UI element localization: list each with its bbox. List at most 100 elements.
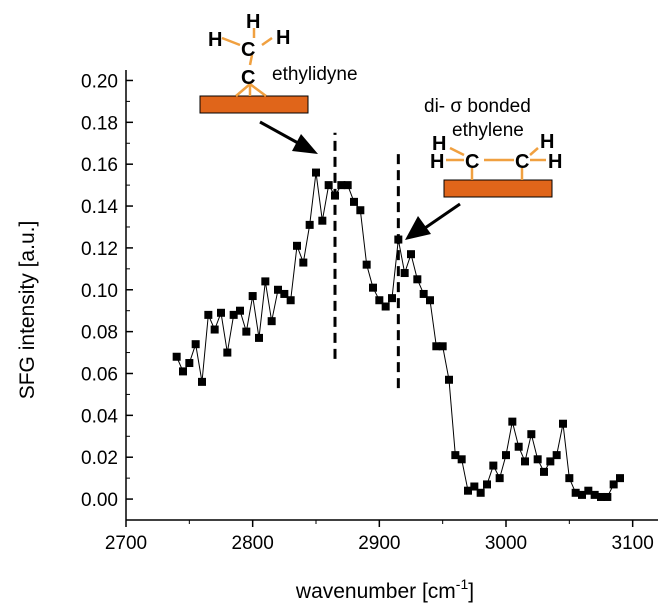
data-point <box>597 492 605 501</box>
y-tick-label: 0.14 <box>81 197 118 218</box>
plot-area: 0.00 0.02 0.04 0.06 0.08 0.10 0.12 0.14 0.16 0.18… <box>81 70 658 554</box>
svg-text:H: H <box>432 133 446 155</box>
svg-text:H: H <box>208 29 222 51</box>
data-point <box>394 235 403 244</box>
data-point <box>299 258 308 267</box>
x-axis-ticks: 2700 2800 2900 3000 3100 <box>105 520 654 554</box>
data-point <box>350 197 358 206</box>
data-point <box>559 419 567 428</box>
svg-text:C: C <box>515 151 529 173</box>
data-point <box>223 348 232 357</box>
data-point <box>413 275 422 284</box>
data-point <box>286 296 295 305</box>
data-point <box>502 451 510 460</box>
x-tick-label: 3000 <box>485 533 527 554</box>
annotation-ethylidyne: ethylidyne <box>272 64 358 85</box>
x-tick-label: 2900 <box>358 533 400 554</box>
svg-text:C: C <box>465 151 479 173</box>
y-tick-label: 0.06 <box>81 364 118 385</box>
y-tick-label: 0.12 <box>81 239 118 260</box>
data-point <box>419 289 428 298</box>
data-point <box>616 474 624 483</box>
ethylidyne-diagram: C C H H H ethylidyne <box>199 11 358 154</box>
data-point <box>578 490 586 499</box>
y-tick-label: 0.20 <box>81 71 118 92</box>
data-point <box>293 241 301 250</box>
svg-text:C: C <box>241 67 255 89</box>
data-point <box>489 461 498 470</box>
x-axis-label: wavenumber [cm-1] <box>295 576 474 603</box>
reference-lines <box>333 132 400 389</box>
data-point <box>236 306 244 315</box>
data-point <box>464 486 472 495</box>
data-point <box>324 181 333 190</box>
svg-text:H: H <box>430 151 444 173</box>
arrow-ethylidyne-head <box>292 134 318 154</box>
data-point <box>280 289 289 298</box>
svg-text:C: C <box>241 39 255 61</box>
data-point <box>172 352 181 361</box>
data-point <box>571 488 580 497</box>
data-point <box>210 325 219 334</box>
data-point <box>375 296 384 305</box>
data-point <box>508 417 517 426</box>
data-point <box>533 455 542 464</box>
data-point <box>255 333 263 342</box>
data-point <box>546 457 555 466</box>
y-tick-label: 0.04 <box>81 406 118 427</box>
data-point <box>609 480 618 489</box>
data-point <box>217 308 225 317</box>
x-tick-label: 3100 <box>612 533 654 554</box>
svg-text:H: H <box>246 11 260 33</box>
data-point <box>432 342 441 351</box>
annotation-di-sigma: di- σ bonded <box>424 96 531 117</box>
data-point <box>198 377 206 386</box>
data-point <box>565 474 574 483</box>
data-point <box>274 285 282 294</box>
data-point <box>267 317 276 326</box>
data-point <box>337 181 346 190</box>
data-point <box>229 310 238 319</box>
data-point <box>527 430 536 439</box>
data-point <box>584 486 593 495</box>
data-point <box>400 269 409 278</box>
data-point <box>540 467 548 476</box>
data-point <box>514 442 523 451</box>
data-point <box>457 455 466 464</box>
x-tick-label: 2700 <box>105 533 147 554</box>
data-point <box>476 488 485 497</box>
y-tick-label: 0.08 <box>81 323 118 344</box>
arrow-ethylene-head <box>405 216 431 240</box>
y-tick-label: 0.02 <box>81 448 118 469</box>
data-point <box>191 340 200 349</box>
data-points <box>172 168 624 501</box>
data-point <box>185 359 194 368</box>
data-point <box>381 302 390 311</box>
data-point <box>331 191 339 200</box>
data-point <box>590 490 599 499</box>
annotation-ethylene: ethylene <box>452 120 524 141</box>
data-point <box>445 375 453 384</box>
svg-text:H: H <box>540 131 554 153</box>
y-tick-label: 0.18 <box>81 113 118 134</box>
y-tick-label: 0.10 <box>81 281 118 302</box>
data-point <box>261 277 270 286</box>
data-point <box>248 292 257 301</box>
data-point <box>483 480 491 489</box>
y-tick-label: 0.16 <box>81 155 118 176</box>
data-point <box>438 342 447 351</box>
x-tick-label: 2800 <box>232 533 274 554</box>
data-point <box>521 457 529 466</box>
data-point <box>312 168 320 177</box>
svg-text:H: H <box>548 151 562 173</box>
surface-slab-left <box>199 95 309 114</box>
data-point <box>356 206 365 215</box>
data-point <box>242 327 251 336</box>
data-point <box>305 220 314 229</box>
data-point <box>388 294 396 303</box>
data-point <box>495 474 504 483</box>
data-point <box>426 296 434 305</box>
data-point <box>603 492 612 501</box>
ethylene-diagram: di- σ bonded ethylene C C H H H H <box>405 96 562 240</box>
